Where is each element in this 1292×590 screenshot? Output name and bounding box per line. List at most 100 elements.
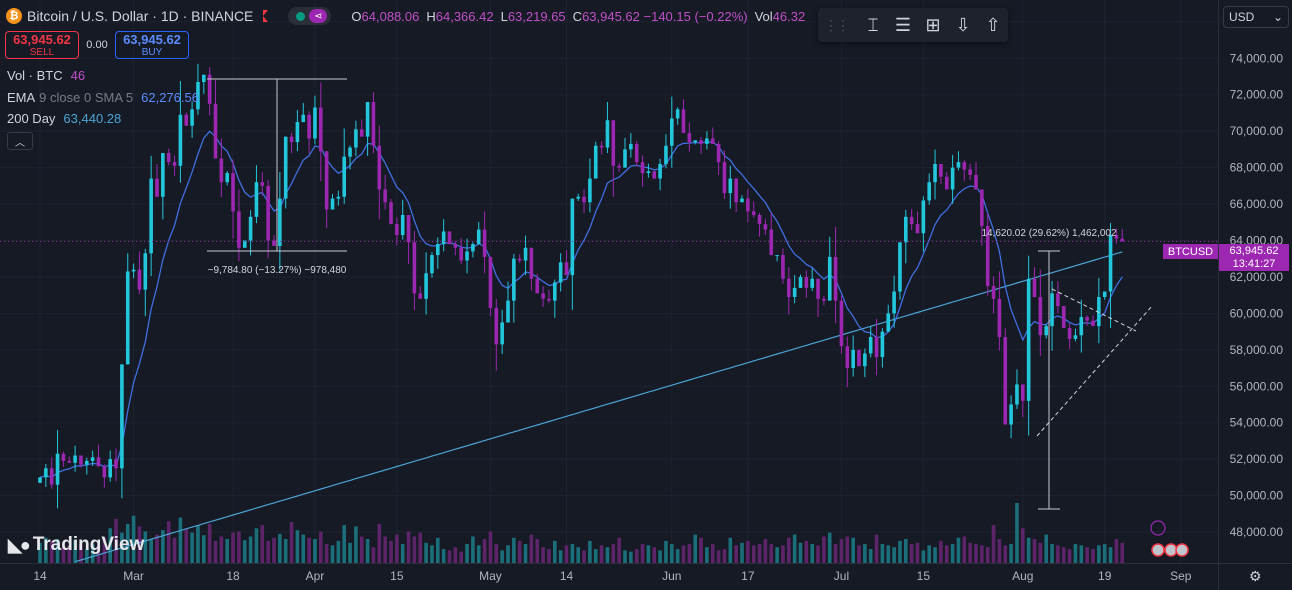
candle-body [412,242,417,294]
volume-bar [242,540,247,563]
candle-body [535,278,540,294]
candle-body [90,457,95,461]
volume-bar [1067,549,1072,563]
buy-label: BUY [141,47,163,58]
candle-body [120,364,124,469]
sell-button[interactable]: 63,945.62 SELL [5,31,79,59]
candle-body [1032,278,1037,297]
market-status-pill[interactable]: ⋖ [288,7,332,25]
volume-bar [541,547,545,563]
volume-bar [330,545,335,563]
volume-bar [365,539,370,563]
volume-bar [430,545,434,563]
price-tick-label: 56,000.00 [1230,379,1284,393]
volume-bar [822,536,826,563]
volume-bar [324,544,329,563]
volume-bar [73,540,77,563]
time-tick-label: 17 [741,569,755,583]
volume-bar [804,540,809,563]
candle-body [441,231,446,245]
ohlc-low: 63,219.65 [507,8,566,24]
candle-body [588,178,592,203]
candle-body [798,276,803,288]
volume-bar [716,550,721,563]
candle-body [196,81,200,110]
collapse-legend-button[interactable]: ︿ [7,132,33,150]
volume-bar [699,537,703,563]
candle-body [242,240,247,248]
ohlc-high: 64,366.42 [435,8,494,24]
sell-price: 63,945.62 [13,32,71,47]
candle-body [757,214,762,225]
flag-icon[interactable] [263,10,269,22]
volume-bar [125,523,130,563]
volume-bar [570,544,575,563]
arrow-up-icon[interactable]: ⇧ [985,14,1001,35]
volume-bar [1061,547,1066,563]
text-cursor-icon[interactable]: ⌶ [867,14,879,35]
candle-body [465,251,469,261]
candle-body [617,165,621,168]
volume-bar [868,549,873,563]
candle-body [886,313,891,332]
volume-bar [904,539,908,563]
volume-bar [436,537,440,563]
candle-body [933,163,937,183]
volume-bar [939,540,943,563]
volume-bar [710,544,715,563]
arrow-down-icon[interactable]: ⇩ [955,14,971,35]
gear-icon[interactable]: ⚙ [1249,568,1262,584]
currency-select[interactable]: USD ⌄ [1223,6,1289,28]
buy-button[interactable]: 63,945.62 BUY [115,31,189,59]
candle-body [143,253,148,290]
volume-bar [500,550,504,563]
time-tick-label: Sep [1170,569,1192,583]
drag-handle-icon[interactable]: ⋮⋮ [824,16,850,33]
settings-lines-icon[interactable]: ☰ [894,14,912,35]
volume-bar [149,539,153,563]
price-tick-label: 62,000.00 [1230,270,1284,284]
candle-body [55,453,60,485]
candle-body [213,103,218,159]
candle-body [389,202,393,225]
candle-body [395,224,399,236]
volume-bar [1102,544,1107,563]
volume-bar [810,544,814,563]
volume-bar [1091,549,1095,563]
measure-drop-label: −9,784.80 (−13.27%) −978,480 [208,265,347,276]
volume-bar [670,544,674,563]
volume-bar [687,544,692,563]
crop-frame-icon[interactable]: ⊞ [925,14,941,35]
volume-bar [1073,544,1078,563]
volume-bar [67,545,72,563]
indicator-200-day[interactable]: 200 Day 63,440.28 [7,111,121,126]
volume-bar [453,547,458,563]
candle-body [547,298,551,301]
indicator-volume[interactable]: Vol · BTC 46 [7,68,85,83]
lightning-icon [1150,520,1166,536]
volume-bar [1114,539,1119,563]
volume-bar [377,523,382,563]
time-tick-label: May [479,569,502,583]
volume-bar [599,545,604,563]
volume-bar [991,525,996,563]
candle-body [787,278,791,297]
market-open-dot-icon [296,11,306,21]
candle-body [775,255,779,257]
candle-body [517,258,522,261]
indicator-value: 46 [70,68,86,83]
indicator-ema[interactable]: EMA 9 close 0 SMA 5 62,276.56 [7,90,199,105]
price-tick-label: 48,000.00 [1230,525,1284,539]
volume-bar [892,547,896,563]
measure-rise-label: 14,620.02 (29.62%) 1,462,002 [981,228,1117,239]
candle-body [763,224,768,230]
candle-body [1091,320,1095,327]
sell-label: SELL [29,47,55,58]
volume-bar [289,521,294,563]
candle-body [1102,291,1107,297]
candle-body [219,158,224,183]
symbol-title[interactable]: Bitcoin / U.S. Dollar · 1D · BINANCE [27,8,254,24]
tradingview-logo[interactable]: ◣● TradingView [8,534,144,556]
candle-body [822,298,826,301]
